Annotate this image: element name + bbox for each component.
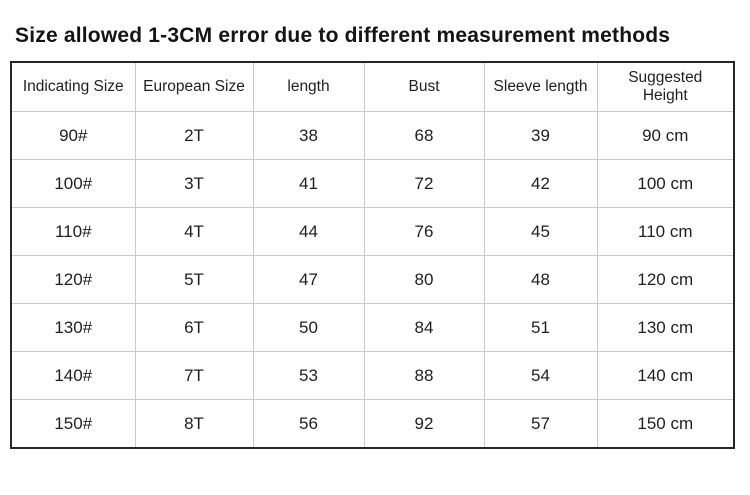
table-row: 150# 8T 56 92 57 150 cm — [10, 399, 735, 449]
table-cell: 2T — [134, 111, 254, 160]
table-cell: 72 — [363, 159, 485, 208]
size-chart-table: Indicating Size European Size length Bus… — [10, 61, 735, 449]
table-cell: 92 — [363, 399, 485, 449]
table-cell: 100 cm — [596, 159, 735, 208]
table-cell: 50 — [252, 303, 365, 352]
header-cell-european-size: European Size — [134, 61, 254, 112]
table-cell: 53 — [252, 351, 365, 400]
table-row: 90# 2T 38 68 39 90 cm — [10, 111, 735, 160]
table-cell: 48 — [483, 255, 598, 304]
table-cell: 39 — [483, 111, 598, 160]
table-cell: 150 cm — [596, 399, 735, 449]
header-cell-bust: Bust — [363, 61, 485, 112]
table-cell: 54 — [483, 351, 598, 400]
table-cell: 110 cm — [596, 207, 735, 256]
table-cell: 80 — [363, 255, 485, 304]
header-row: Indicating Size European Size length Bus… — [10, 61, 735, 112]
page-title: Size allowed 1-3CM error due to differen… — [15, 24, 671, 47]
table-cell: 8T — [134, 399, 254, 449]
table-cell: 56 — [252, 399, 365, 449]
table-cell: 4T — [134, 207, 254, 256]
table-cell: 88 — [363, 351, 485, 400]
table-cell: 140# — [10, 351, 136, 400]
table-cell: 3T — [134, 159, 254, 208]
table-cell: 38 — [252, 111, 365, 160]
table-cell: 6T — [134, 303, 254, 352]
table-cell: 140 cm — [596, 351, 735, 400]
table-cell: 120# — [10, 255, 136, 304]
table-cell: 41 — [252, 159, 365, 208]
table-cell: 90 cm — [596, 111, 735, 160]
header-cell-sleeve-length: Sleeve length — [483, 61, 598, 112]
table-cell: 90# — [10, 111, 136, 160]
table-cell: 5T — [134, 255, 254, 304]
table-cell: 42 — [483, 159, 598, 208]
table-cell: 130 cm — [596, 303, 735, 352]
table-row: 110# 4T 44 76 45 110 cm — [10, 207, 735, 256]
table-cell: 45 — [483, 207, 598, 256]
table-cell: 47 — [252, 255, 365, 304]
table-cell: 150# — [10, 399, 136, 449]
table-cell: 130# — [10, 303, 136, 352]
table-row: 140# 7T 53 88 54 140 cm — [10, 351, 735, 400]
table-cell: 120 cm — [596, 255, 735, 304]
table-cell: 110# — [10, 207, 136, 256]
table-row: 100# 3T 41 72 42 100 cm — [10, 159, 735, 208]
header-cell-indicating-size: Indicating Size — [10, 61, 136, 112]
header-cell-length: length — [252, 61, 365, 112]
table-cell: 57 — [483, 399, 598, 449]
table-cell: 68 — [363, 111, 485, 160]
table-cell: 44 — [252, 207, 365, 256]
table-cell: 76 — [363, 207, 485, 256]
table-cell: 84 — [363, 303, 485, 352]
table-cell: 7T — [134, 351, 254, 400]
table-row: 120# 5T 47 80 48 120 cm — [10, 255, 735, 304]
header-cell-suggested-height: Suggested Height — [596, 61, 735, 112]
table-row: 130# 6T 50 84 51 130 cm — [10, 303, 735, 352]
table-cell: 51 — [483, 303, 598, 352]
header-label-suggested-height: Suggested Height — [628, 69, 703, 104]
table-cell: 100# — [10, 159, 136, 208]
